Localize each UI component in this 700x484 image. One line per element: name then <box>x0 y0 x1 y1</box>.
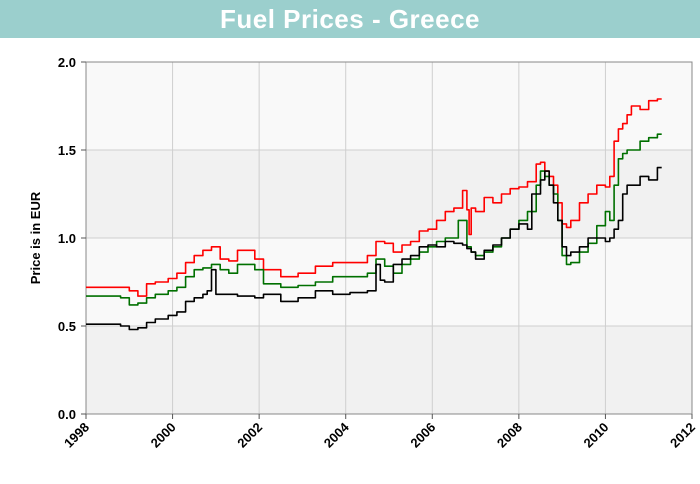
x-tick-label: 1998 <box>61 420 92 451</box>
chart-title: Fuel Prices - Greece <box>0 0 700 38</box>
y-tick-label: 0.5 <box>58 319 76 334</box>
y-axis: 0.0 0.5 1.0 1.5 2.0 <box>58 55 86 422</box>
x-tick-label: 2002 <box>234 420 265 451</box>
series-line-2 <box>86 133 662 306</box>
plot-band <box>86 326 692 414</box>
y-tick-label: 0.0 <box>58 407 76 422</box>
y-tick-label: 1.5 <box>58 143 76 158</box>
series-lines <box>86 98 662 331</box>
plot-bands <box>86 62 692 414</box>
x-tick-label: 2008 <box>494 420 525 451</box>
y-tick-label: 2.0 <box>58 55 76 70</box>
plot-band <box>86 62 692 150</box>
x-tick-label: 2004 <box>321 419 353 451</box>
y-axis-label: Price is in EUR <box>28 191 43 284</box>
x-tick-label: 2010 <box>580 420 611 451</box>
series-line-1 <box>86 98 662 297</box>
series-line-3 <box>86 166 662 331</box>
x-axis: 1998 2000 2002 2004 2006 2008 2010 2012 <box>61 414 698 451</box>
plot-band <box>86 150 692 238</box>
y-tick-label: 1.0 <box>58 231 76 246</box>
x-tick-label: 2006 <box>407 420 438 451</box>
x-tick-label: 2000 <box>148 420 179 451</box>
x-tick-label: 2012 <box>667 420 698 451</box>
